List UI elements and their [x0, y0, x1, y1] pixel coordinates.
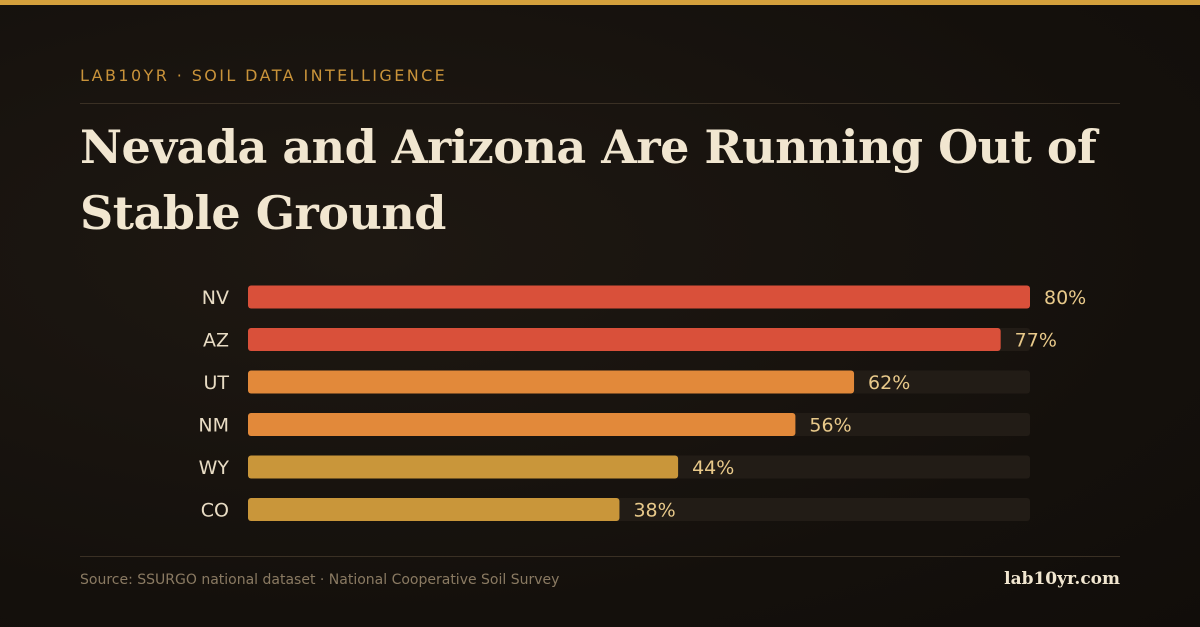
bar-chart: NV 80% AZ 77% UT 62% NM 56% WY 44% CO 38% — [198, 285, 1086, 522]
bar-az — [248, 328, 1001, 351]
header-divider — [80, 103, 1120, 104]
eyebrow-label: LAB10YR · SOIL DATA INTELLIGENCE — [80, 66, 448, 85]
value-label-nm: 56% — [809, 415, 851, 437]
footer-divider — [80, 556, 1120, 557]
bar-ut — [248, 370, 855, 394]
source-note: Source: SSURGO national dataset · Nation… — [80, 572, 560, 588]
brand-link[interactable]: lab10yr.com — [1004, 569, 1120, 589]
top-accent-bar — [0, 0, 1200, 5]
value-label-ut: 62% — [868, 372, 910, 394]
category-label-az: AZ — [203, 330, 229, 352]
bar-wy — [248, 455, 679, 479]
bar-nv — [248, 285, 1030, 309]
page-title: Nevada and Arizona Are Running Out of St… — [80, 120, 1097, 240]
value-label-az: 77% — [1015, 330, 1057, 352]
category-label-nv: NV — [202, 287, 229, 309]
bar-co — [248, 498, 620, 521]
category-label-wy: WY — [199, 457, 230, 479]
category-label-nm: NM — [198, 415, 229, 437]
value-label-nv: 80% — [1044, 287, 1086, 309]
category-label-co: CO — [201, 500, 229, 522]
value-label-co: 38% — [633, 500, 675, 522]
category-label-ut: UT — [203, 372, 229, 394]
bar-nm — [248, 413, 796, 436]
value-label-wy: 44% — [692, 457, 734, 479]
